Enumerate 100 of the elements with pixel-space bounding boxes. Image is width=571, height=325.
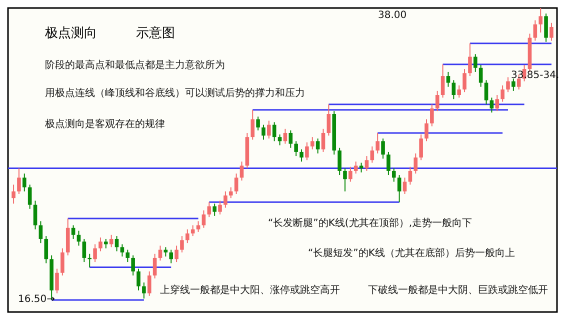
candlestick (169, 249, 174, 264)
candlestick (33, 200, 38, 230)
candlestick (506, 76, 510, 93)
candlestick (55, 268, 59, 294)
candlestick (60, 248, 64, 276)
candlestick (440, 64, 445, 98)
candlestick (495, 94, 500, 112)
candlestick (386, 151, 390, 176)
candlestick (136, 268, 140, 291)
candlestick (17, 168, 21, 195)
candlestick (300, 148, 304, 162)
candlestick (544, 13, 548, 42)
candlestick (490, 97, 494, 114)
candlestick (152, 253, 157, 279)
candlestick (500, 84, 504, 102)
candlestick (305, 142, 309, 161)
candlestick (218, 200, 222, 215)
candlestick (131, 254, 135, 276)
candlestick (44, 236, 48, 264)
candlestick (538, 8, 543, 34)
candlestick (370, 146, 374, 164)
candlestick (212, 203, 216, 216)
candlestick (202, 210, 206, 228)
candlestick (256, 116, 260, 131)
candlestick (550, 22, 554, 42)
candlestick (414, 152, 418, 174)
candlestick (484, 80, 488, 105)
candlestick (114, 236, 119, 252)
candlestick (473, 54, 478, 72)
candlestick (359, 162, 364, 173)
candlestick (392, 168, 396, 182)
candlestick (250, 109, 255, 140)
candlestick (93, 244, 97, 263)
annotation: 下破线一般都是中大阴、巨跌或跳空低开 (368, 284, 548, 296)
candlestick (435, 90, 440, 112)
candlestick (267, 120, 271, 140)
candlestick (120, 244, 124, 257)
annotation: 上穿线一般都是中大阳、涨停或跳空高开 (160, 284, 340, 296)
candlestick (196, 220, 200, 232)
candlestick (283, 128, 288, 144)
annotation: 用极点连线（峰顶线和谷底线）可以测试后势的撑力和压力 (45, 87, 305, 99)
candlestick (234, 173, 238, 195)
candlestick (512, 78, 516, 92)
candlestick (278, 134, 282, 146)
annotation: 极点测向是客观存在的规律 (44, 118, 165, 130)
candlestick (272, 122, 276, 142)
candlestick (82, 238, 86, 263)
candlestick (228, 186, 233, 199)
annotation: 阶段的最高点和最低点都是主力意欲所为 (45, 59, 225, 71)
candlestick (294, 140, 298, 157)
candlestick (446, 71, 450, 88)
candlestick (12, 184, 16, 204)
candlestick (38, 220, 43, 244)
annotation: 38.00 (378, 10, 407, 21)
candlestick (376, 132, 380, 154)
candlestick (533, 20, 538, 42)
candlestick (424, 118, 428, 142)
candlestick (354, 161, 358, 174)
candlestick (402, 177, 407, 195)
candlestick (174, 245, 178, 263)
candlestick (262, 124, 266, 140)
candlestick (316, 138, 320, 154)
text: 极点测向 (44, 26, 97, 41)
candlestick (71, 224, 76, 240)
candlestick (348, 166, 352, 182)
candlestick (126, 249, 130, 263)
candlestick (224, 190, 228, 208)
candlestick (408, 166, 412, 186)
candlestick (180, 236, 184, 253)
candlestick (190, 224, 195, 237)
candlestick (240, 161, 244, 182)
candlestick (397, 174, 402, 203)
candlestick (430, 104, 434, 127)
candlestick (158, 245, 162, 262)
annotation: 16.50→ (18, 294, 56, 305)
candlestick (364, 156, 369, 172)
candlestick (381, 138, 385, 160)
annotation: “长腿短发”的K线（尤其在底部）后势一般向上 (308, 247, 515, 259)
candlestick (147, 270, 152, 296)
candlestick (186, 228, 190, 244)
candlestick (98, 237, 102, 252)
text: 示意图 (136, 26, 175, 41)
candlestick (478, 64, 483, 88)
candlestick (28, 184, 32, 210)
candlestick (343, 168, 347, 192)
candlestick (321, 128, 326, 152)
candlestick (104, 238, 108, 249)
candlestick (419, 134, 423, 161)
candlestick (462, 68, 466, 93)
candlestick (310, 136, 314, 150)
candlestick (207, 202, 212, 218)
candlestick (457, 84, 461, 98)
candlestick (288, 130, 293, 148)
candlestick (326, 104, 331, 136)
candlestick (468, 42, 472, 77)
candlestick (338, 147, 342, 176)
annotation: “长发断腿”的K线(尤其在顶部）,走势一般向下 (268, 217, 472, 229)
candlestick (452, 80, 456, 100)
candlestick (142, 282, 146, 300)
candlestick (22, 173, 26, 192)
